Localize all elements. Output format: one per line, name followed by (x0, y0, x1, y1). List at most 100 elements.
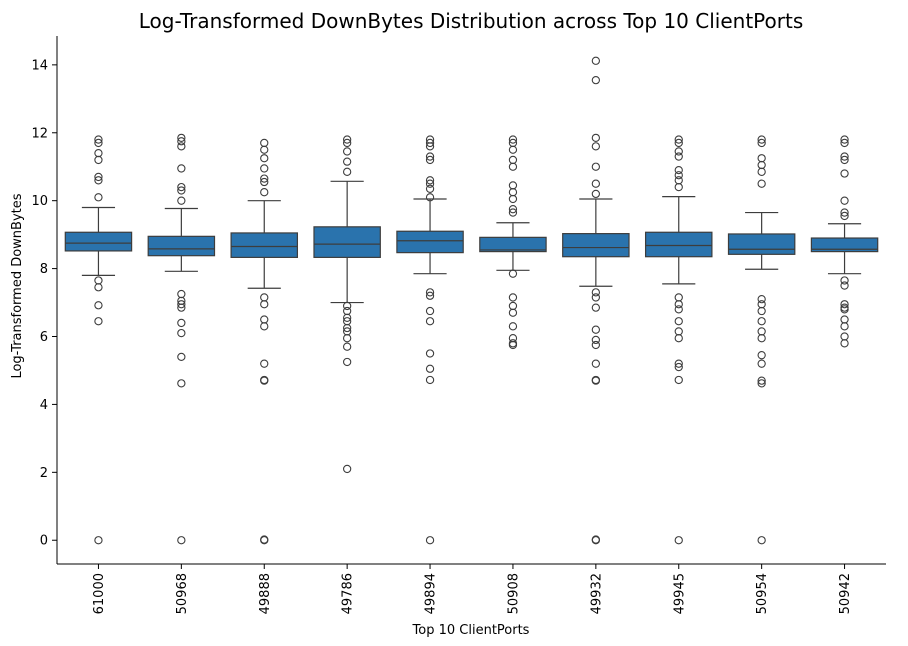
outlier-point (674, 305, 683, 314)
outlier-point (94, 135, 103, 144)
outlier-point (260, 322, 269, 331)
y-tick-label: 14 (31, 58, 48, 73)
outlier-point (757, 317, 766, 326)
x-tick-label: 50954 (755, 573, 770, 614)
outlier-point (260, 376, 269, 385)
y-tick-label: 4 (40, 398, 48, 413)
outlier-point (591, 162, 600, 171)
outlier-point (177, 318, 186, 328)
outlier-point (508, 194, 518, 204)
box-group-49932 (562, 56, 630, 545)
outlier-point (260, 315, 269, 324)
outlier-point (591, 75, 600, 85)
outlier-point (94, 148, 103, 158)
outlier-point (591, 288, 600, 297)
outlier-point (260, 293, 269, 302)
outlier-point (840, 315, 849, 324)
x-tick-label: 49888 (258, 573, 273, 614)
outlier-point (508, 293, 518, 302)
box-group-61000 (64, 135, 133, 545)
outlier-point (425, 306, 435, 316)
outlier-point (674, 152, 683, 161)
outlier-point (591, 359, 600, 368)
x-tick-label: 50908 (506, 573, 521, 614)
outlier-point (674, 300, 683, 309)
outlier-point (342, 157, 352, 166)
outlier-point (508, 205, 518, 214)
outlier-point (840, 322, 849, 331)
outlier-point (342, 167, 352, 176)
outlier-point (757, 536, 766, 545)
y-tick-label: 10 (31, 194, 48, 209)
outlier-point (177, 182, 186, 192)
outlier-point (260, 300, 269, 309)
outlier-point (260, 188, 269, 197)
outlier-point (94, 276, 103, 285)
outlier-point (425, 317, 435, 326)
outlier-point (425, 179, 435, 188)
outlier-point (840, 169, 849, 178)
x-axis: 61000 50968 49888 49786 49894 50908 49932 49945… (57, 563, 886, 614)
outlier-point (425, 193, 435, 202)
outlier-point (674, 334, 683, 343)
box (230, 232, 299, 258)
outlier-point (840, 339, 849, 348)
outlier-point (840, 332, 849, 341)
outlier-point (94, 317, 103, 326)
outlier-point (591, 133, 600, 143)
x-tick-label: 49894 (424, 573, 439, 614)
outlier-point (591, 189, 600, 199)
outlier-point (840, 300, 849, 309)
outlier-point (342, 147, 352, 156)
box (562, 233, 630, 258)
outlier-point (508, 162, 518, 171)
outlier-point (591, 536, 600, 545)
x-tick-label: 49932 (589, 573, 604, 614)
x-tick-label: 61000 (92, 573, 107, 614)
outlier-point (674, 362, 683, 372)
outlier-point (425, 155, 435, 165)
box (396, 230, 464, 254)
outlier-point (840, 155, 849, 165)
outlier-point (757, 376, 766, 385)
box-group-50954 (727, 135, 796, 545)
outlier-point (177, 536, 186, 545)
outlier-point (840, 208, 849, 217)
outlier-point (177, 379, 186, 388)
outlier-point (177, 289, 186, 299)
box-group-49786 (313, 135, 381, 474)
outlier-point (425, 138, 435, 148)
outlier-point (342, 464, 352, 474)
outlier-point (260, 138, 269, 148)
outlier-point (840, 152, 849, 161)
outlier-point (425, 375, 435, 385)
box (727, 233, 796, 255)
outlier-point (757, 154, 766, 163)
outlier-point (508, 188, 518, 197)
box (64, 231, 133, 252)
outlier-point (674, 375, 683, 385)
outlier-point (94, 193, 103, 202)
x-tick-label: 50968 (175, 573, 190, 614)
outlier-point (342, 342, 352, 351)
x-tick-label: 50942 (838, 573, 853, 614)
outlier-point (840, 276, 849, 285)
outlier-point (260, 536, 269, 545)
outlier-point (674, 176, 683, 185)
outlier-point (260, 154, 269, 163)
outlier-point (674, 165, 683, 175)
outlier-point (177, 196, 186, 205)
outlier-point (591, 325, 600, 334)
outlier-point (425, 184, 435, 193)
outlier-point (342, 313, 352, 322)
outlier-point (757, 160, 766, 170)
outlier-point (757, 179, 766, 188)
outlier-point (94, 176, 103, 185)
outlier-point (674, 182, 683, 192)
outlier-point (674, 317, 683, 326)
box (479, 236, 547, 253)
outlier-point (674, 171, 683, 180)
outlier-point (177, 352, 186, 362)
outlier-point (260, 177, 269, 187)
